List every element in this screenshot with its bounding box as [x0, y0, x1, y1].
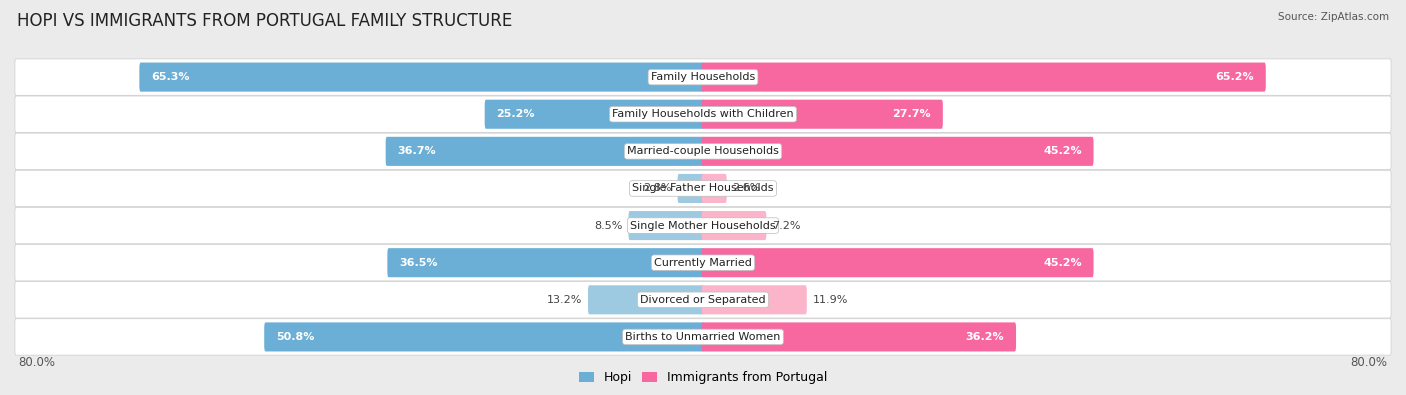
Text: Divorced or Separated: Divorced or Separated: [640, 295, 766, 305]
Text: Family Households: Family Households: [651, 72, 755, 82]
Text: 2.6%: 2.6%: [733, 183, 761, 194]
FancyBboxPatch shape: [15, 59, 1391, 95]
Text: 80.0%: 80.0%: [1351, 356, 1388, 369]
FancyBboxPatch shape: [15, 170, 1391, 207]
Text: 65.2%: 65.2%: [1216, 72, 1254, 82]
Text: Single Mother Households: Single Mother Households: [630, 220, 776, 231]
Text: 80.0%: 80.0%: [18, 356, 55, 369]
FancyBboxPatch shape: [264, 322, 704, 352]
Text: 11.9%: 11.9%: [813, 295, 848, 305]
FancyBboxPatch shape: [678, 174, 704, 203]
FancyBboxPatch shape: [702, 322, 1017, 352]
Text: Source: ZipAtlas.com: Source: ZipAtlas.com: [1278, 12, 1389, 22]
FancyBboxPatch shape: [702, 137, 1094, 166]
Text: 25.2%: 25.2%: [496, 109, 534, 119]
Text: 36.5%: 36.5%: [399, 258, 437, 268]
FancyBboxPatch shape: [702, 62, 1265, 92]
Text: Single Father Households: Single Father Households: [633, 183, 773, 194]
Text: 27.7%: 27.7%: [893, 109, 931, 119]
Text: HOPI VS IMMIGRANTS FROM PORTUGAL FAMILY STRUCTURE: HOPI VS IMMIGRANTS FROM PORTUGAL FAMILY …: [17, 12, 512, 30]
Legend: Hopi, Immigrants from Portugal: Hopi, Immigrants from Portugal: [574, 366, 832, 389]
Text: 13.2%: 13.2%: [547, 295, 582, 305]
Text: 65.3%: 65.3%: [150, 72, 190, 82]
Text: Family Households with Children: Family Households with Children: [612, 109, 794, 119]
FancyBboxPatch shape: [485, 100, 704, 129]
Text: Births to Unmarried Women: Births to Unmarried Women: [626, 332, 780, 342]
FancyBboxPatch shape: [15, 245, 1391, 281]
Text: 36.7%: 36.7%: [398, 146, 436, 156]
FancyBboxPatch shape: [15, 319, 1391, 355]
FancyBboxPatch shape: [588, 285, 704, 314]
FancyBboxPatch shape: [628, 211, 704, 240]
FancyBboxPatch shape: [702, 211, 766, 240]
Text: Married-couple Households: Married-couple Households: [627, 146, 779, 156]
FancyBboxPatch shape: [702, 248, 1094, 277]
Text: 8.5%: 8.5%: [595, 220, 623, 231]
Text: 45.2%: 45.2%: [1043, 146, 1083, 156]
FancyBboxPatch shape: [15, 96, 1391, 132]
Text: Currently Married: Currently Married: [654, 258, 752, 268]
FancyBboxPatch shape: [702, 285, 807, 314]
FancyBboxPatch shape: [15, 282, 1391, 318]
Text: 50.8%: 50.8%: [276, 332, 314, 342]
FancyBboxPatch shape: [139, 62, 704, 92]
FancyBboxPatch shape: [702, 100, 943, 129]
Text: 36.2%: 36.2%: [966, 332, 1004, 342]
FancyBboxPatch shape: [385, 137, 704, 166]
FancyBboxPatch shape: [15, 207, 1391, 244]
FancyBboxPatch shape: [702, 174, 727, 203]
FancyBboxPatch shape: [15, 133, 1391, 169]
FancyBboxPatch shape: [388, 248, 704, 277]
Text: 45.2%: 45.2%: [1043, 258, 1083, 268]
Text: 2.8%: 2.8%: [644, 183, 672, 194]
Text: 7.2%: 7.2%: [772, 220, 800, 231]
